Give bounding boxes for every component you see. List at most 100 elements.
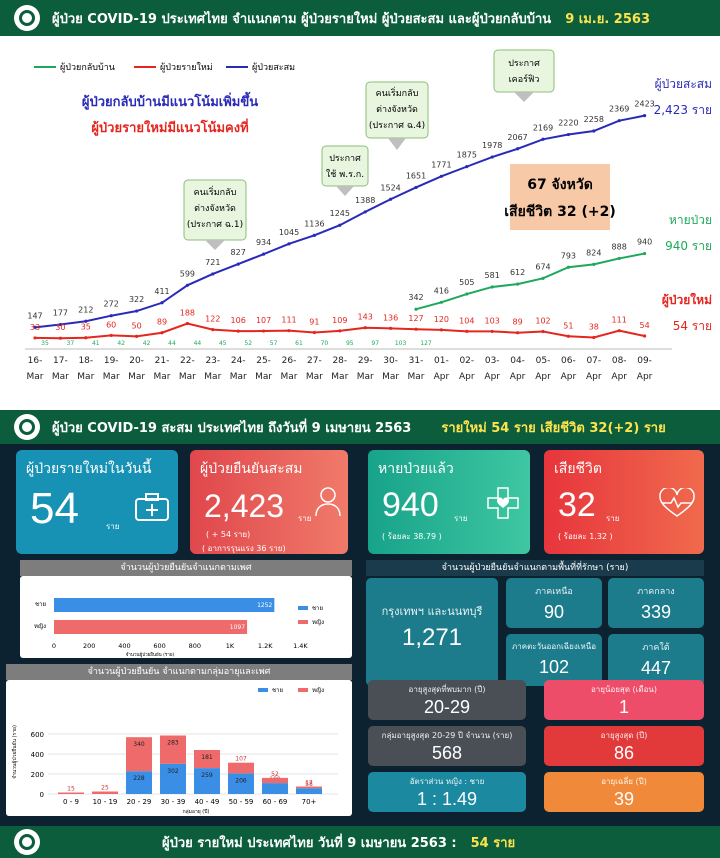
data-label-new: 33 (30, 323, 40, 332)
gender-x-tick: 200 (83, 642, 95, 650)
series-total-point (566, 132, 571, 137)
note-new-trend: ผู้ป่วยรายใหม่มีแนวโน้มคงที่ (91, 118, 248, 136)
series-new-point (135, 334, 139, 338)
end-label-total-title: ผู้ป่วยสะสม (655, 77, 712, 92)
gender-chart-box: ชาย 1252 หญิง 1097 0 200 400 600 800 1K 1.2K 1.4K จำ… (20, 576, 352, 658)
series-new-point (109, 333, 113, 338)
data-label-total: 1875 (457, 151, 477, 160)
age-y-axis-title: จำนวนผู้ป่วยยืนยัน (ราย) (11, 725, 18, 779)
data-label-total: 599 (180, 269, 195, 278)
page-date: 9 เม.ย. 2563 (565, 11, 650, 27)
gender-x-tick: 800 (189, 642, 201, 650)
gender-category-label: หญิง (34, 623, 46, 630)
series-total-point (363, 210, 367, 214)
age-y-tick: 600 (31, 731, 44, 739)
card-recovered: หายป่วยแล้ว 940 ราย ( ร้อยละ 38.79 ) (368, 450, 530, 554)
data-label-total: 2258 (584, 115, 604, 124)
baseline-label: 45 (219, 340, 227, 347)
region-bangkok: กรุงเทพฯ และนนทบุรี 1,271 (366, 578, 498, 686)
data-label-new: 89 (157, 318, 167, 327)
data-label-new: 54 (640, 321, 650, 330)
stat-group-count-label: กลุ่มอายุสูงสุด 20-29 ปี จำนวน (ราย) (381, 731, 513, 740)
age-value-label: 259 (201, 772, 213, 779)
top-banner: ผู้ป่วย COVID-19 ประเทศไทย จำแนกตาม ผู้ป… (0, 0, 720, 36)
series-new-point (490, 329, 494, 334)
callout-3-line3: (ประกาศ ฉ.4) (369, 121, 425, 131)
data-label-total: 272 (104, 300, 119, 309)
region-bangkok-value: 1,271 (401, 624, 463, 651)
data-label-total: 411 (154, 287, 169, 296)
data-label-new: 188 (180, 309, 195, 318)
data-label-total: 2169 (533, 123, 553, 132)
callout-2-line2: ใช้ พ.ร.ก. (326, 169, 364, 180)
region-south-value: 447 (640, 658, 672, 678)
age-value-label: 58 (305, 781, 313, 788)
series-total-point (262, 252, 266, 256)
summary-banner: ผู้ป่วย COVID-19 สะสม ประเทศไทย ถึงวันที… (0, 410, 720, 444)
age-value-label: 25 (101, 785, 109, 792)
age-value-label: 17 (305, 780, 313, 787)
series-new-point (541, 329, 545, 334)
series-new-point (262, 329, 266, 333)
data-label-new: 107 (256, 316, 271, 325)
card-recovered-note: ( ร้อยละ 38.79 ) (382, 532, 442, 541)
data-label-total: 147 (27, 311, 42, 320)
series-total-point (287, 242, 291, 246)
gender-x-tick: 1.2K (258, 642, 273, 650)
data-label-new: 111 (612, 316, 627, 325)
baseline-label: 35 (41, 340, 49, 347)
age-value-label: 283 (167, 740, 179, 747)
series-total-point (312, 233, 316, 237)
callout-1-line2: ต่างจังหวัด (194, 204, 236, 214)
age-legend-swatch (298, 688, 308, 692)
x-tick-label: 31-Mar (408, 356, 425, 382)
footer-value: 54 ราย (470, 835, 516, 851)
age-chart-title: จำนวนผู้ป่วยยืนยัน จำแนกตามกลุ่มอายุและเ… (6, 664, 352, 680)
series-new-point (592, 335, 596, 340)
series-total-point (338, 223, 342, 227)
card-new-today: ผู้ป่วยรายใหม่ในวันนี้ 54 ราย (16, 450, 178, 554)
series-recovered-point (465, 292, 469, 296)
x-tick-label: 18-Mar (77, 356, 94, 382)
stat-min-age-label: อายุน้อยสุด (เดือน) (590, 685, 657, 694)
age-value-label: 15 (67, 786, 75, 793)
note-recovered-trend: ผู้ป่วยกลับบ้านมีแนวโน้มเพิ่มขึ้น (82, 91, 258, 110)
stat-mean-age: อายุเฉลี่ย (ปี) 39 (544, 772, 704, 812)
stat-ratio: อัตราส่วน หญิง : ชาย 1 : 1.49 (368, 772, 526, 812)
series-new-point (287, 329, 291, 333)
age-category-label: 50 - 59 (229, 798, 254, 806)
card-recovered-value: 940 (382, 486, 439, 524)
stat-group-count-value: 568 (431, 743, 463, 763)
baseline-label: 97 (371, 340, 379, 347)
x-tick-label: 01-Apr (434, 356, 450, 382)
x-tick-label: 25-Mar (255, 356, 272, 382)
data-label-total: 1388 (355, 196, 375, 205)
callout-1-line3: (ประกาศ ฉ.1) (187, 220, 243, 230)
series-total-point (185, 283, 189, 287)
x-tick-label: 03-Apr (484, 356, 500, 382)
data-label-total: 1136 (304, 219, 324, 228)
data-label-total: 1045 (279, 228, 299, 237)
data-label-total: 1651 (406, 171, 426, 180)
series-total-point (490, 155, 494, 159)
age-category-label: 20 - 29 (127, 798, 152, 806)
baseline-label: 127 (420, 340, 432, 347)
card-deaths-value: 32 (558, 486, 596, 524)
region-central-label: ภาคกลาง (637, 587, 675, 597)
series-recovered-point (566, 265, 571, 269)
baseline-label: 57 (270, 340, 278, 347)
medical-cross-icon (487, 487, 519, 519)
data-label-new: 104 (459, 316, 474, 325)
gender-bar (54, 620, 248, 634)
series-recovered-point (439, 300, 443, 304)
summary-title: ผู้ป่วย COVID-19 สะสม ประเทศไทย ถึงวันที… (52, 420, 412, 436)
baseline-label: 61 (295, 340, 303, 347)
data-label-recovered: 612 (510, 268, 525, 277)
x-tick-label: 09-Apr (637, 356, 653, 382)
stat-common-age: อายุสูงสุดที่พบมาก (ปี) 20-29 (368, 680, 526, 720)
age-bar-female (126, 737, 152, 772)
age-legend-label: ชาย (272, 687, 283, 694)
age-value-label: 107 (235, 756, 247, 763)
callout-4: ประกาศ เคอร์ฟิว (493, 49, 555, 102)
data-label-total: 1245 (330, 209, 350, 218)
